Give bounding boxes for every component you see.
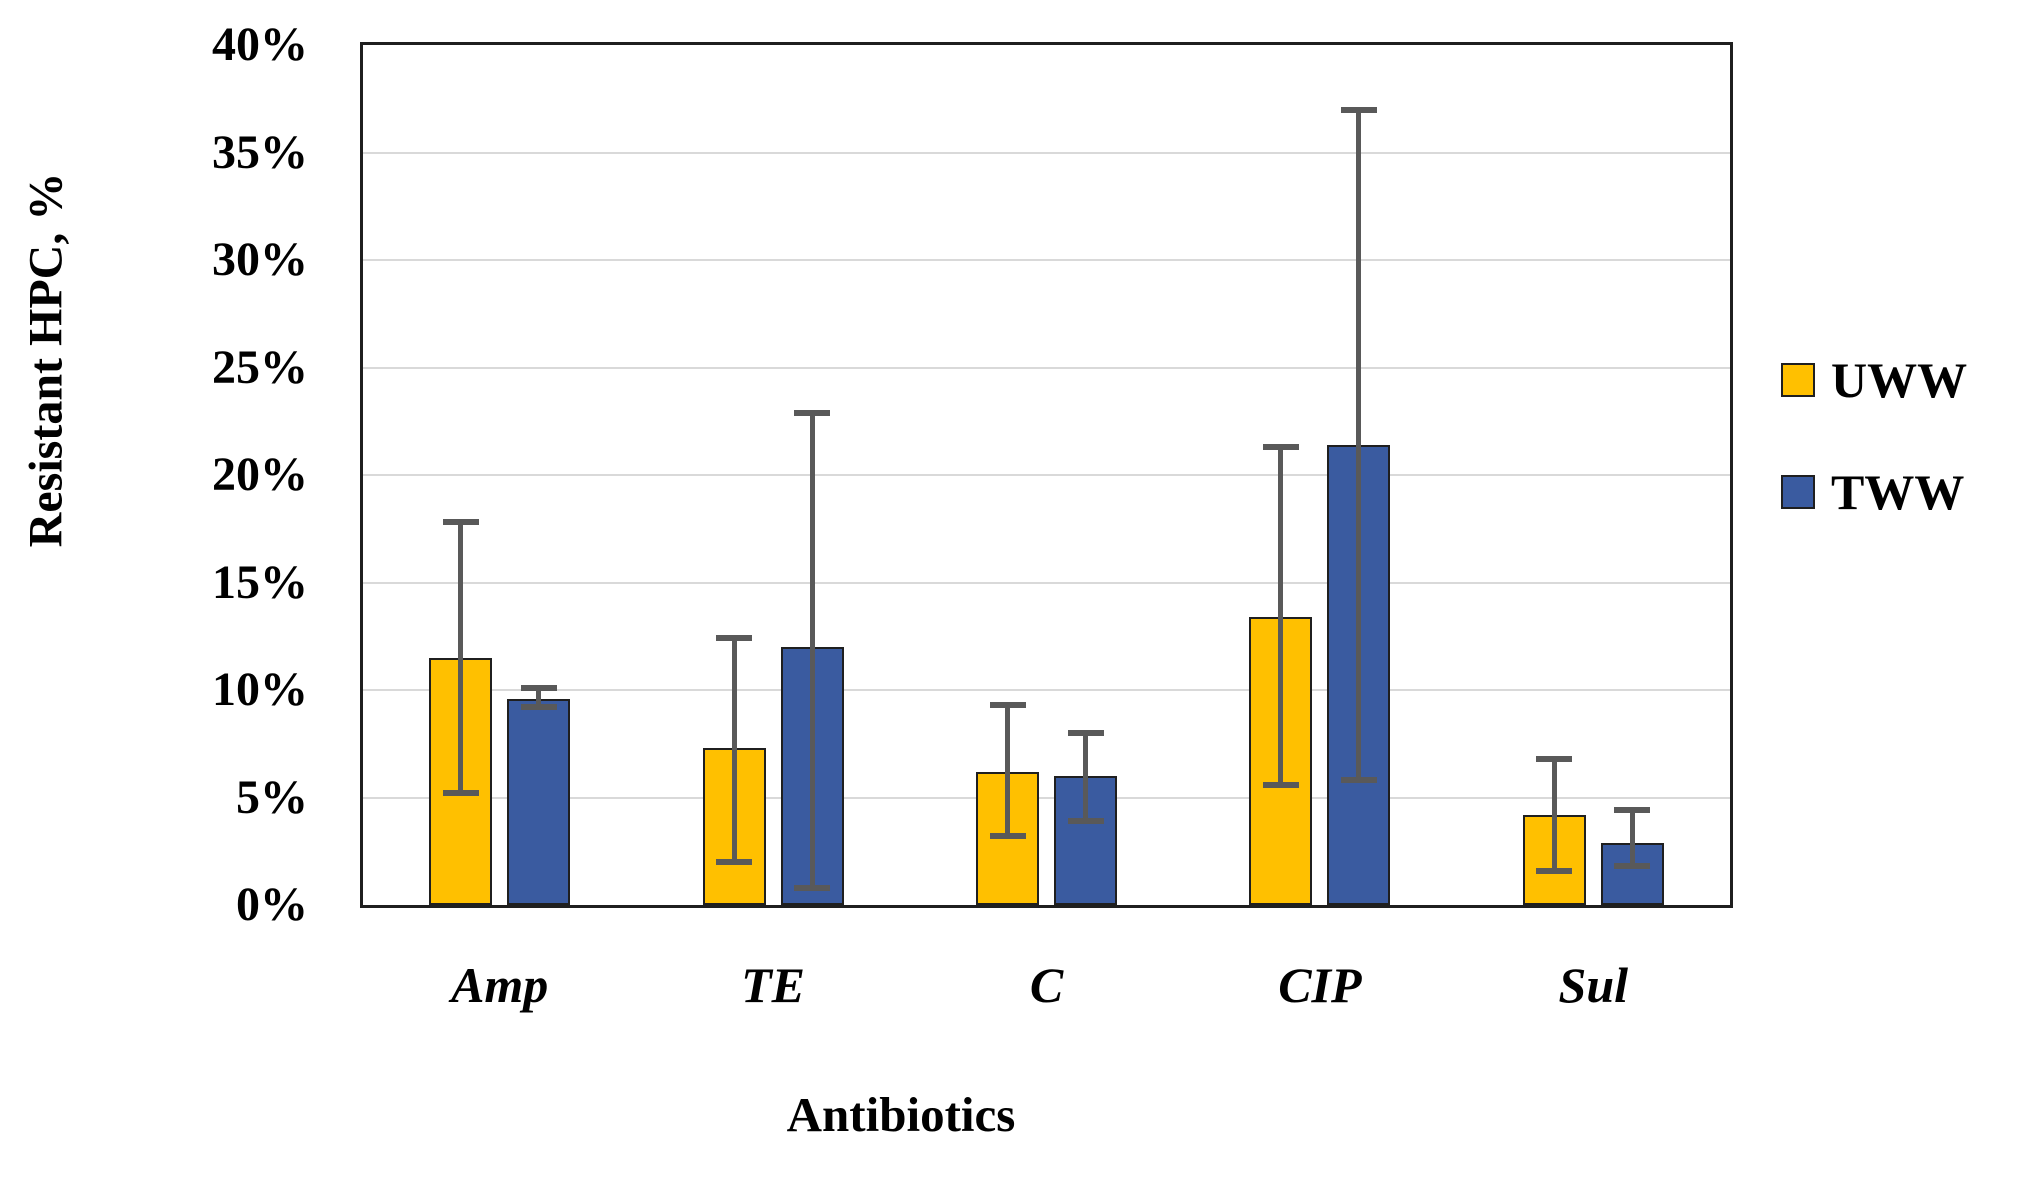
error-bar-bottom-cap-uww-c bbox=[989, 833, 1026, 840]
error-bar-tww-c bbox=[1083, 733, 1088, 822]
error-bar-bottom-cap-uww-amp bbox=[442, 790, 479, 797]
x-axis-title: Antibiotics bbox=[786, 1087, 1016, 1142]
y-tick-label: 20% bbox=[212, 448, 308, 501]
x-category-label-te: TE bbox=[741, 957, 806, 1013]
y-tick-label: 5% bbox=[236, 770, 308, 824]
error-bar-tww-cip bbox=[1356, 109, 1362, 781]
error-bar-bottom-cap-uww-te bbox=[716, 859, 753, 865]
legend-label-tww: TWW bbox=[1831, 464, 1965, 520]
legend-swatch-uww-icon bbox=[1781, 363, 1815, 397]
plot-area bbox=[360, 42, 1733, 908]
error-bar-bottom-cap-tww-te bbox=[794, 884, 831, 891]
error-bar-bottom-cap-tww-c bbox=[1067, 818, 1104, 825]
error-bar-tww-sul bbox=[1629, 810, 1635, 867]
legend-item-uww: UWW bbox=[1781, 352, 1967, 408]
error-bar-top-cap-tww-c bbox=[1067, 730, 1104, 736]
error-bar-uww-sul bbox=[1551, 758, 1557, 871]
error-bar-tww-amp bbox=[536, 687, 542, 708]
error-bar-top-cap-uww-cip bbox=[1262, 444, 1299, 451]
y-tick-label: 0% bbox=[236, 878, 308, 931]
gridline-5pct bbox=[363, 796, 1730, 799]
x-category-label-amp: Amp bbox=[451, 957, 549, 1013]
x-category-label-sul: Sul bbox=[1558, 957, 1629, 1013]
y-tick-label: 30% bbox=[212, 233, 308, 286]
error-bar-top-cap-uww-sul bbox=[1536, 755, 1573, 762]
gridline-10pct bbox=[363, 689, 1730, 691]
legend-swatch-tww-icon bbox=[1781, 475, 1815, 509]
error-bar-uww-cip bbox=[1278, 447, 1284, 785]
error-bar-uww-te bbox=[731, 638, 737, 862]
gridline-20pct bbox=[363, 474, 1730, 476]
error-bar-bottom-cap-tww-cip bbox=[1340, 777, 1377, 784]
error-bar-bottom-cap-uww-sul bbox=[1536, 867, 1573, 874]
x-category-label-cip: CIP bbox=[1278, 957, 1362, 1013]
error-bar-bottom-cap-tww-sul bbox=[1614, 863, 1651, 870]
y-tick-label: 10% bbox=[212, 663, 308, 716]
error-bar-top-cap-tww-cip bbox=[1340, 106, 1377, 113]
gridline-30pct bbox=[363, 259, 1730, 261]
error-bar-top-cap-tww-sul bbox=[1614, 807, 1651, 814]
error-bar-top-cap-tww-amp bbox=[520, 684, 557, 691]
y-tick-label: 25% bbox=[212, 340, 308, 394]
error-bar-tww-te bbox=[809, 412, 815, 888]
y-tick-label: 15% bbox=[212, 555, 308, 609]
gridline-15pct bbox=[363, 581, 1730, 584]
error-bar-bottom-cap-tww-amp bbox=[520, 704, 557, 711]
error-bar-bottom-cap-uww-cip bbox=[1262, 781, 1299, 788]
error-bar-top-cap-uww-amp bbox=[442, 519, 479, 526]
y-tick-label: 35% bbox=[212, 125, 308, 179]
error-bar-uww-c bbox=[1005, 705, 1010, 837]
gridline-35pct bbox=[363, 151, 1730, 154]
y-axis-title: Resistant HPC, % bbox=[19, 172, 73, 548]
legend-item-tww: TWW bbox=[1781, 464, 1964, 520]
bar-tww-amp bbox=[507, 698, 571, 905]
error-bar-top-cap-tww-te bbox=[794, 409, 831, 416]
error-bar-uww-amp bbox=[458, 522, 464, 794]
y-tick-label: 40% bbox=[212, 18, 308, 71]
x-category-label-c: C bbox=[1029, 957, 1064, 1013]
legend-label-uww: UWW bbox=[1831, 352, 1968, 408]
error-bar-top-cap-uww-c bbox=[989, 702, 1026, 709]
error-bar-top-cap-uww-te bbox=[716, 635, 753, 642]
gridline-25pct bbox=[363, 366, 1730, 369]
